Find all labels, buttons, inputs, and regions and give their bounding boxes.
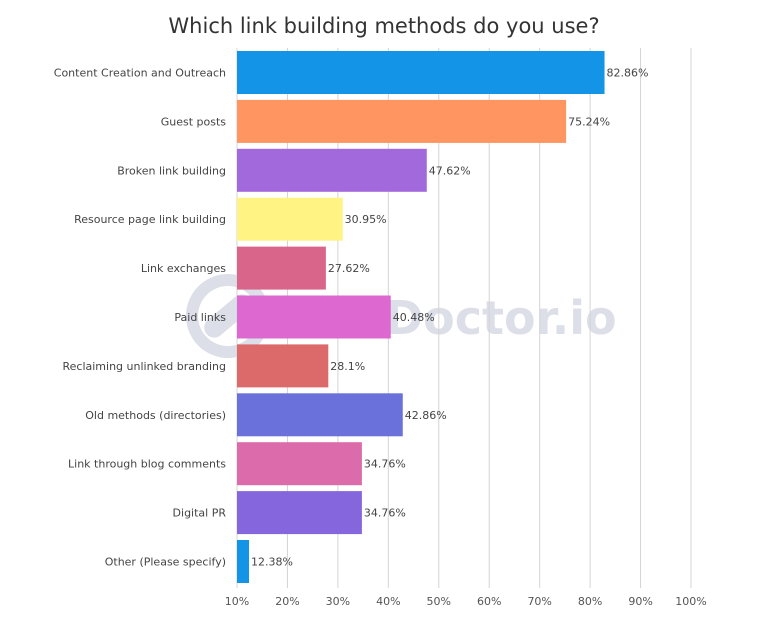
x-tick-label: 90%: [628, 595, 652, 608]
bar: [237, 491, 362, 535]
data-label: 30.95%: [345, 213, 387, 226]
watermark-text: Doctor.io: [385, 291, 617, 345]
category-label: Content Creation and Outreach: [54, 67, 226, 80]
category-label: Digital PR: [173, 507, 227, 520]
category-label: Broken link building: [117, 164, 226, 177]
bar: [237, 540, 250, 583]
bar: [237, 393, 403, 437]
data-label: 40.48%: [393, 311, 435, 324]
x-tick-label: 70%: [527, 595, 551, 608]
data-label: 82.86%: [607, 67, 649, 80]
category-label: Other (Please specify): [105, 556, 226, 569]
data-label: 28.1%: [330, 360, 365, 373]
x-tick-label: 50%: [427, 595, 451, 608]
bar: [237, 442, 362, 486]
x-tick-label: 100%: [675, 595, 706, 608]
data-label: 75.24%: [568, 115, 610, 128]
chart-title: Which link building methods do you use?: [168, 14, 600, 38]
x-tick-label: 40%: [376, 595, 400, 608]
bar: [237, 344, 329, 388]
category-label: Paid links: [174, 311, 226, 324]
category-label: Link exchanges: [141, 262, 226, 275]
data-label: 34.76%: [364, 507, 406, 520]
bar: [237, 246, 326, 290]
labels: 10% 20% 30% 40% 50% 60% 70% 80% 90% 100% Content C…: [54, 67, 707, 609]
data-label: 12.38%: [251, 556, 293, 569]
data-label: 42.86%: [405, 409, 447, 422]
category-label: Guest posts: [161, 115, 227, 128]
bar: [237, 99, 567, 143]
bar: [237, 295, 391, 339]
bar: [237, 148, 427, 192]
bar: [237, 51, 605, 94]
x-tick-label: 60%: [477, 595, 501, 608]
category-label: Resource page link building: [74, 213, 226, 226]
category-label: Link through blog comments: [68, 458, 226, 471]
bar: [237, 197, 343, 241]
data-label: 27.62%: [328, 262, 370, 275]
category-label: Reclaiming unlinked branding: [62, 360, 226, 373]
bars: [237, 51, 605, 583]
x-tick-label: 10%: [225, 595, 249, 608]
x-tick-label: 20%: [275, 595, 299, 608]
x-tick-label: 30%: [326, 595, 350, 608]
category-label: Old methods (directories): [85, 409, 226, 422]
x-tick-label: 80%: [578, 595, 602, 608]
data-label: 34.76%: [364, 458, 406, 471]
data-label: 47.62%: [429, 164, 471, 177]
